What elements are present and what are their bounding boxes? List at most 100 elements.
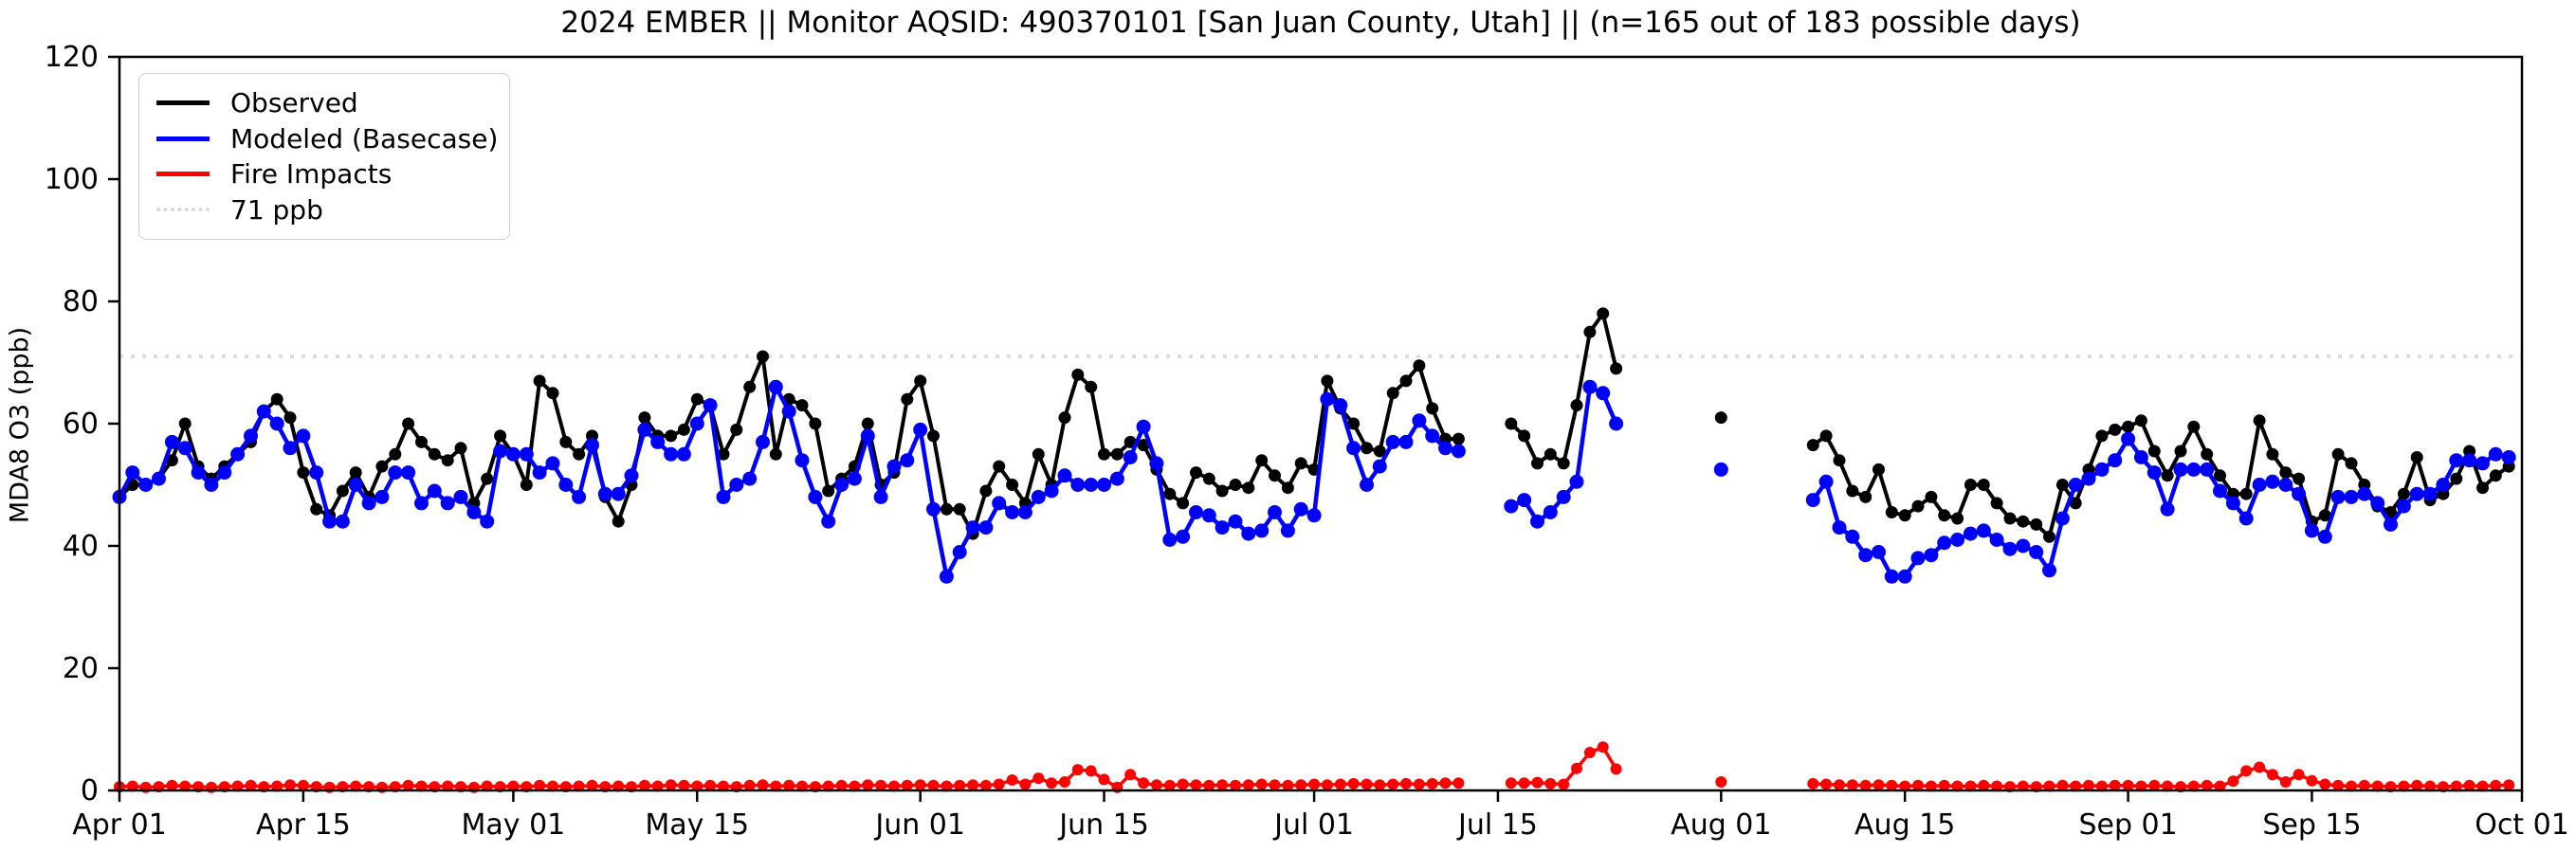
data-point: [348, 478, 363, 492]
data-point: [2042, 563, 2056, 578]
data-point: [2043, 530, 2055, 543]
data-point: [1334, 778, 1346, 790]
data-point: [1951, 780, 1964, 792]
data-point: [533, 374, 546, 388]
data-point: [2279, 466, 2293, 480]
data-point: [1609, 416, 1624, 431]
data-point: [1372, 459, 1387, 474]
data-point: [1452, 432, 1465, 445]
data-point: [795, 399, 809, 412]
data-point: [1255, 454, 1269, 467]
data-point: [1544, 447, 1557, 461]
data-point: [1976, 523, 1991, 538]
data-point: [2017, 515, 2030, 528]
data-point: [716, 489, 731, 504]
data-point: [1714, 411, 1727, 425]
data-point: [2135, 780, 2147, 792]
data-point: [2201, 779, 2213, 791]
data-point: [2279, 776, 2292, 788]
data-point: [757, 350, 769, 363]
data-point: [1531, 457, 1544, 470]
data-point: [1333, 398, 1348, 413]
data-point: [927, 779, 940, 791]
data-point: [178, 417, 192, 430]
data-point: [2253, 414, 2266, 427]
data-point: [1006, 479, 1019, 491]
data-point: [1346, 441, 1361, 456]
data-point: [350, 780, 362, 792]
data-point: [967, 779, 979, 791]
data-point: [179, 780, 192, 792]
data-point: [401, 465, 416, 481]
data-point: [1282, 779, 1294, 791]
data-point: [572, 489, 587, 504]
data-point: [2318, 509, 2331, 522]
x-tick-label: Jul 01: [1272, 808, 1354, 842]
modeled-line-swatch: [156, 136, 210, 141]
data-point: [231, 780, 244, 792]
data-point: [507, 780, 520, 792]
data-point: [1255, 778, 1268, 790]
data-point: [1885, 506, 1898, 518]
data-point: [1558, 778, 1570, 790]
data-point: [1269, 469, 1281, 482]
data-point: [322, 514, 338, 529]
data-point: [2174, 445, 2187, 458]
data-point: [2358, 779, 2370, 791]
data-point: [1400, 777, 1412, 789]
data-point: [1583, 325, 1597, 338]
data-point: [1071, 368, 1085, 381]
data-point: [1085, 765, 1097, 777]
data-point: [1557, 457, 1570, 470]
data-point: [1439, 777, 1452, 789]
data-point: [743, 380, 757, 393]
data-point: [888, 780, 900, 792]
x-tick-label: Jul 15: [1456, 808, 1538, 842]
data-point: [901, 392, 914, 406]
data-point: [230, 446, 246, 462]
data-point: [1097, 478, 1111, 492]
data-point: [2450, 780, 2462, 792]
data-point: [862, 779, 874, 791]
data-point: [375, 489, 390, 504]
data-point: [1230, 779, 1241, 791]
data-point: [297, 779, 309, 791]
data-point: [1924, 548, 1939, 563]
data-point: [979, 484, 993, 498]
data-point: [442, 780, 454, 792]
data-point: [1163, 487, 1177, 500]
data-point: [940, 502, 953, 516]
data-point: [1201, 508, 1216, 523]
data-point: [2213, 483, 2227, 499]
data-point: [494, 429, 507, 443]
data-point: [1991, 780, 2003, 792]
x-tick-label: Apr 01: [72, 808, 167, 842]
data-point: [586, 779, 598, 791]
data-point: [389, 447, 402, 461]
data-point: [2147, 445, 2161, 458]
data-point: [1070, 478, 1086, 492]
data-point: [1886, 779, 1898, 791]
data-point: [2227, 775, 2239, 788]
data-point: [665, 429, 678, 443]
data-point: [993, 460, 1006, 473]
y-tick-label: 60: [63, 408, 99, 441]
data-point: [1373, 445, 1386, 458]
data-point: [1031, 489, 1046, 504]
data-point: [1268, 505, 1282, 519]
data-point: [1820, 778, 1833, 790]
data-point: [2070, 780, 2082, 792]
data-point: [1032, 447, 1045, 461]
data-point: [1452, 777, 1465, 789]
data-point: [1806, 439, 1819, 452]
data-point: [466, 505, 482, 519]
series-modeled-basecase-: [112, 379, 2516, 584]
data-point: [1412, 413, 1427, 428]
data-point: [650, 434, 666, 449]
data-point: [2122, 779, 2134, 791]
data-point: [1859, 490, 1873, 503]
data-point: [1150, 779, 1162, 791]
data-point: [1610, 362, 1623, 375]
data-point: [1347, 417, 1361, 430]
data-point: [1085, 380, 1098, 393]
